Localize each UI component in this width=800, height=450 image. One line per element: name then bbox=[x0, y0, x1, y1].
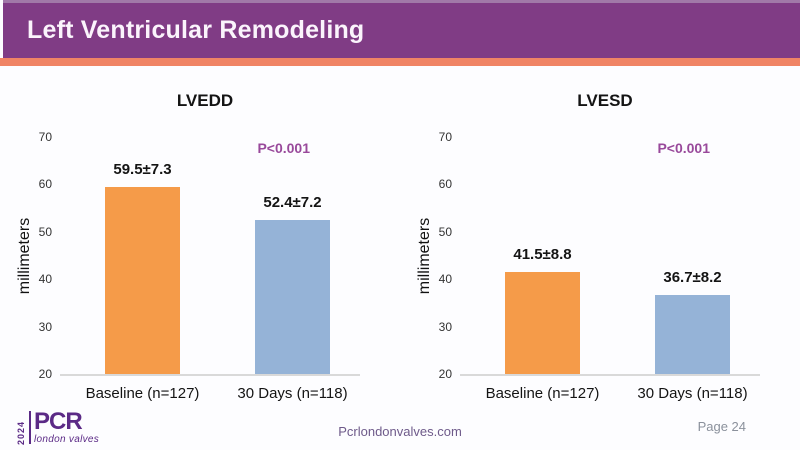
y-axis-tick: 70 bbox=[438, 130, 452, 144]
x-axis-label-30days: 30 Days (n=118) bbox=[237, 385, 348, 402]
bar-baseline bbox=[105, 186, 180, 374]
y-axis-tick: 50 bbox=[38, 224, 52, 239]
page-number: Page 24 bbox=[697, 419, 746, 434]
bar-30days bbox=[655, 294, 730, 374]
p-value-annotation: P<0.001 bbox=[257, 140, 310, 156]
logo-brand: PCR bbox=[34, 408, 83, 435]
bar-value-label: 59.5±7.3 bbox=[113, 160, 172, 178]
website-text: Pcrlondonvalves.com bbox=[338, 424, 462, 439]
chart-panel-lvesd: LVESD millimeters 70 60 50 40 30 20 41.5±8.8 … bbox=[400, 85, 800, 410]
chart-title: LVESD bbox=[577, 91, 633, 110]
chart-title: LVEDD bbox=[176, 91, 234, 110]
accent-strip bbox=[0, 58, 800, 66]
bar-value-label: 41.5±8.8 bbox=[513, 246, 572, 264]
x-axis-label-30days: 30 Days (n=118) bbox=[637, 385, 748, 402]
y-axis-tick: 70 bbox=[38, 130, 52, 144]
page-title: Left Ventricular Remodeling bbox=[27, 16, 365, 44]
x-axis-label-baseline: Baseline (n=127) bbox=[485, 385, 600, 402]
y-axis-tick: 20 bbox=[438, 367, 452, 381]
chart-panel-lvedd: LVEDD millimeters 70 60 50 40 30 20 59.5±7.3 … bbox=[0, 85, 400, 410]
y-axis-tick: 60 bbox=[38, 177, 52, 192]
y-axis-tick: 20 bbox=[38, 367, 52, 381]
header: Left Ventricular Remodeling bbox=[3, 3, 800, 58]
bar-value-label: 36.7±8.2 bbox=[663, 268, 722, 286]
y-axis-label: millimeters bbox=[16, 217, 33, 295]
y-axis-tick: 50 bbox=[438, 224, 452, 239]
y-axis-tick: 30 bbox=[438, 319, 452, 334]
y-axis-tick: 30 bbox=[38, 319, 52, 334]
plot-area: 70 60 50 40 30 20 41.5±8.8 36.7±8.2 P<0.001 B… bbox=[439, 130, 760, 402]
bar-value-label: 52.4±7.2 bbox=[263, 194, 322, 212]
y-axis-label: millimeters bbox=[416, 217, 433, 295]
logo-divider bbox=[29, 411, 31, 444]
x-axis-label-baseline: Baseline (n=127) bbox=[85, 385, 200, 402]
bar-30days bbox=[255, 220, 330, 374]
header-top-edge bbox=[3, 0, 800, 3]
y-axis-tick: 40 bbox=[38, 272, 52, 287]
y-axis-tick: 60 bbox=[438, 177, 452, 192]
p-value-annotation: P<0.001 bbox=[657, 140, 710, 156]
y-axis-tick: 40 bbox=[438, 272, 452, 287]
bar-baseline bbox=[505, 272, 580, 374]
plot-area: 70 60 50 40 30 20 59.5±7.3 52.4±7.2 P<0.001 B… bbox=[39, 130, 360, 402]
logo-subbrand: london valves bbox=[34, 434, 100, 445]
pcr-london-valves-logo: 2024 PCR london valves bbox=[16, 408, 100, 446]
